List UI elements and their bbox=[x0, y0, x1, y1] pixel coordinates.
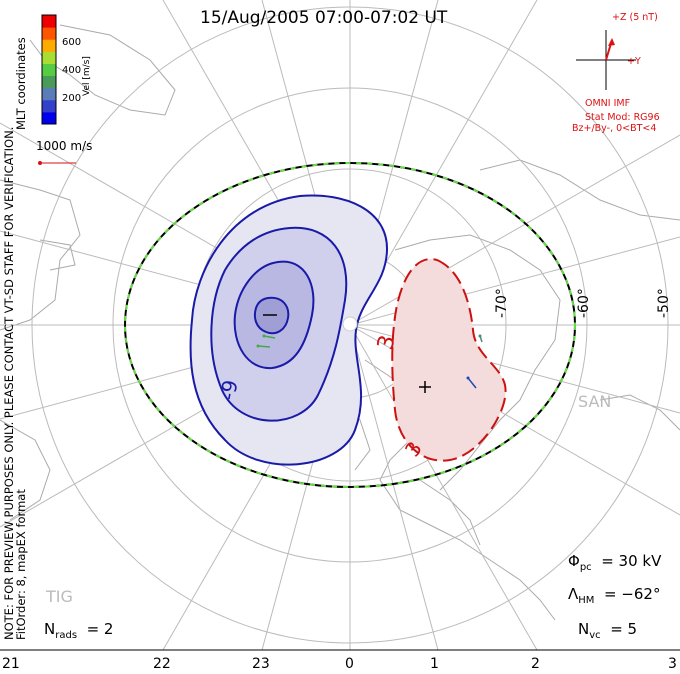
colorbar-segment bbox=[42, 111, 56, 125]
imf-dial bbox=[576, 30, 636, 90]
velocity-vectors bbox=[256, 334, 483, 389]
vector-scale-arrow bbox=[38, 161, 76, 165]
colorbar-segment bbox=[42, 51, 56, 64]
lambda-hm-stat: ΛHM = −62° bbox=[568, 585, 661, 606]
colorbar-segment bbox=[42, 15, 56, 28]
pole-marker bbox=[342, 316, 358, 332]
colorbar-segment bbox=[42, 27, 56, 40]
mlt-tick-1: 1 bbox=[430, 656, 439, 672]
imf-condition: Bz+/By-, 0<BT<4 bbox=[572, 123, 657, 134]
imf-y-label: +Y bbox=[627, 56, 641, 67]
nrads-stat: Nrads = 2 bbox=[44, 620, 114, 641]
map-title: 15/Aug/2005 07:00-07:02 UT bbox=[200, 8, 448, 28]
colorbar-segment bbox=[42, 63, 56, 77]
velocity-colorbar bbox=[41, 14, 57, 125]
latitude-label-60: -60° bbox=[576, 288, 592, 318]
contour-label-negative: -9 bbox=[215, 378, 243, 402]
colorbar-tick-200: 200 bbox=[62, 93, 82, 104]
colorbar-segment bbox=[42, 87, 56, 101]
positive-potential-cell bbox=[391, 258, 507, 462]
latitude-label-50: -50° bbox=[656, 288, 672, 318]
mlt-tick-21: 21 bbox=[2, 656, 20, 672]
coordinates-label: MLT coordinates bbox=[14, 37, 28, 130]
colorbar-frame bbox=[41, 14, 57, 125]
mlt-tick-23: 23 bbox=[252, 656, 270, 672]
latitude-label-70: -70° bbox=[494, 288, 510, 318]
negative-potential-cell bbox=[189, 194, 389, 466]
imf-stat-model: Stat Mod: RG96 bbox=[585, 112, 660, 123]
mlt-tick-22: 22 bbox=[153, 656, 171, 672]
colorbar-label: Vel [m/s] bbox=[82, 56, 92, 96]
station-label-san: SAN bbox=[578, 392, 612, 411]
mlt-tick-0: 0 bbox=[345, 656, 354, 672]
imf-title: OMNI IMF bbox=[585, 98, 631, 109]
colorbar-tick-600: 600 bbox=[62, 37, 82, 48]
colorbar-segment bbox=[42, 75, 56, 89]
nvc-stat: Nvc = 5 bbox=[578, 620, 638, 641]
imf-z-label: +Z (5 nT) bbox=[612, 12, 658, 23]
station-label-tig: TIG bbox=[46, 587, 73, 606]
fit-info: FitOrder: 8, mapEX format bbox=[14, 489, 28, 640]
colorbar-segment bbox=[42, 39, 56, 52]
colorbar-tick-400: 400 bbox=[62, 65, 82, 76]
hm-boundary-dash bbox=[124, 162, 576, 488]
mlt-tick-3: 3 bbox=[668, 656, 677, 672]
colorbar-segment bbox=[42, 99, 56, 113]
mlt-tick-2: 2 bbox=[531, 656, 540, 672]
potential-max-mark bbox=[419, 381, 431, 393]
phi-pc-stat: Φpc = 30 kV bbox=[568, 552, 662, 573]
vector-scale-label: 1000 m/s bbox=[36, 139, 93, 153]
